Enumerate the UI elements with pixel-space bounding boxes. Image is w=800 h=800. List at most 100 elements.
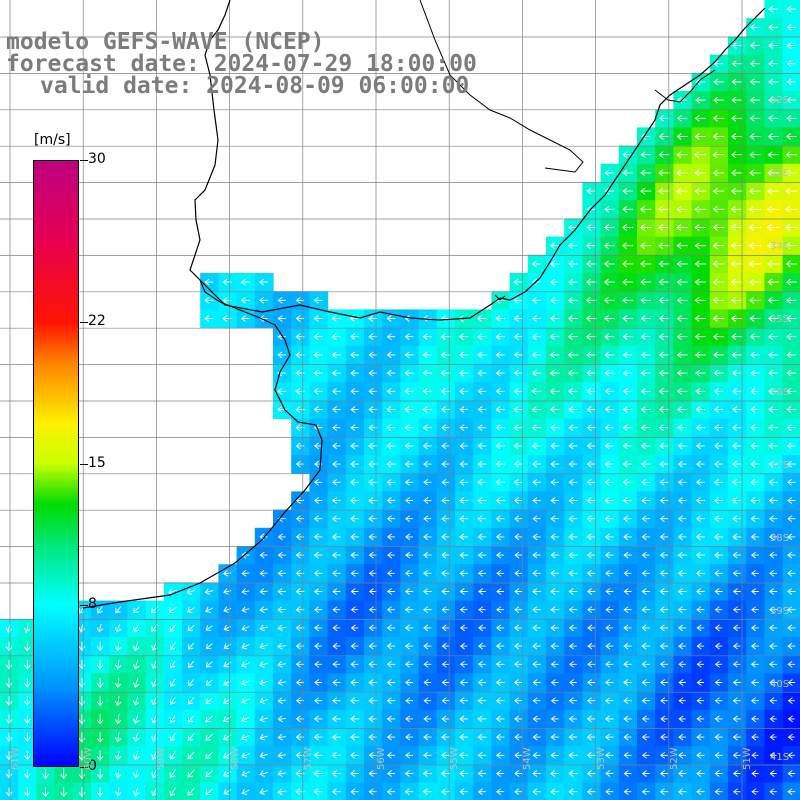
wind-arrow bbox=[114, 732, 122, 743]
wind-arrow bbox=[749, 187, 761, 195]
wind-arrow bbox=[569, 679, 577, 686]
wind-arrow bbox=[732, 642, 741, 650]
wind-arrow bbox=[495, 497, 505, 504]
wind-arrow bbox=[169, 769, 176, 779]
wind-arrow bbox=[659, 606, 669, 614]
wind-arrow bbox=[332, 660, 341, 668]
wind-arrow bbox=[751, 715, 759, 723]
wind-arrow bbox=[404, 460, 414, 468]
wind-arrow bbox=[169, 642, 176, 651]
wind-arrow bbox=[477, 533, 487, 541]
wind-arrow bbox=[750, 387, 760, 395]
wind-arrow bbox=[331, 715, 341, 723]
wind-arrow bbox=[205, 697, 213, 705]
wind-arrow bbox=[350, 697, 359, 705]
wind-arrow bbox=[713, 96, 724, 104]
wind-arrow bbox=[477, 733, 487, 741]
wind-arrow bbox=[386, 733, 395, 741]
wind-arrow bbox=[623, 533, 632, 541]
wind-arrow bbox=[658, 406, 670, 413]
wind-arrow bbox=[712, 278, 725, 286]
wind-arrow bbox=[785, 224, 798, 231]
wind-arrow bbox=[641, 533, 650, 541]
wind-arrow bbox=[712, 151, 725, 159]
wind-arrow bbox=[768, 497, 778, 504]
wind-arrow bbox=[441, 751, 450, 759]
wind-arrow bbox=[786, 424, 797, 432]
wind-arrow bbox=[623, 588, 632, 595]
wind-arrow bbox=[240, 278, 250, 286]
wind-arrow bbox=[422, 770, 432, 777]
coastline bbox=[494, 294, 506, 301]
wind-arrow bbox=[532, 788, 541, 796]
wind-arrow bbox=[696, 679, 704, 686]
wind-arrow bbox=[495, 515, 505, 523]
wind-arrow bbox=[622, 169, 633, 177]
wind-arrow bbox=[605, 569, 614, 577]
wind-arrow bbox=[441, 515, 450, 523]
wind-arrow bbox=[277, 788, 287, 796]
wind-arrow bbox=[405, 697, 414, 705]
wind-arrow bbox=[387, 569, 395, 577]
wind-arrow bbox=[331, 497, 341, 504]
wind-arrow bbox=[459, 551, 469, 559]
wind-arrow bbox=[677, 497, 687, 504]
wind-arrow bbox=[331, 351, 341, 359]
wind-arrow bbox=[586, 751, 596, 759]
wind-arrow bbox=[5, 677, 13, 688]
wind-arrow bbox=[640, 333, 651, 341]
wind-arrow bbox=[787, 533, 796, 541]
wind-arrow bbox=[676, 260, 688, 268]
wind-arrow bbox=[659, 788, 669, 796]
wind-arrow bbox=[676, 333, 688, 341]
wind-arrow bbox=[332, 679, 341, 686]
wind-arrow bbox=[96, 695, 104, 707]
wind-arrow bbox=[549, 333, 560, 341]
wind-arrow bbox=[495, 533, 505, 541]
wind-arrow bbox=[658, 315, 670, 322]
wind-arrow bbox=[569, 660, 577, 668]
wind-arrow bbox=[732, 387, 742, 395]
wind-arrow bbox=[622, 442, 633, 450]
wind-arrow bbox=[386, 333, 396, 341]
longitude-label: 61W bbox=[10, 747, 21, 770]
wind-arrow bbox=[787, 624, 796, 632]
wind-arrow bbox=[658, 260, 670, 268]
wind-arrow bbox=[785, 242, 798, 250]
wind-arrow bbox=[386, 751, 395, 759]
wind-arrow bbox=[514, 551, 523, 559]
wind-arrow bbox=[586, 187, 597, 195]
chart-title: modelo GEFS-WAVE (NCEP) bbox=[6, 29, 325, 55]
wind-arrow bbox=[712, 205, 725, 213]
wind-arrow bbox=[514, 588, 523, 595]
wind-arrow bbox=[568, 406, 578, 413]
wind-arrow bbox=[660, 697, 668, 705]
wind-arrow bbox=[241, 606, 250, 613]
colorbar-tick-label: 15 bbox=[88, 454, 106, 471]
wind-arrow bbox=[639, 224, 652, 231]
latitude-label: 41S bbox=[770, 752, 790, 763]
wind-arrow bbox=[459, 387, 469, 395]
wind-arrow bbox=[786, 60, 797, 68]
wind-arrow bbox=[750, 533, 760, 541]
wind-arrow bbox=[787, 697, 795, 705]
wind-arrow bbox=[277, 733, 286, 741]
wind-arrow bbox=[695, 497, 705, 504]
wind-arrow bbox=[350, 460, 359, 468]
wind-arrow bbox=[587, 660, 596, 668]
wind-arrow bbox=[477, 679, 487, 686]
wind-arrow bbox=[495, 442, 505, 450]
wind-arrow bbox=[350, 551, 359, 559]
wind-arrow bbox=[531, 278, 542, 286]
wind-arrow bbox=[640, 387, 651, 395]
wind-arrow bbox=[786, 333, 797, 341]
wind-arrow bbox=[423, 715, 432, 723]
wind-arrow bbox=[712, 187, 725, 195]
wind-arrow bbox=[787, 715, 795, 723]
wind-arrow bbox=[405, 497, 414, 504]
wind-arrow bbox=[641, 588, 650, 595]
wind-arrow bbox=[277, 751, 287, 759]
wind-arrow bbox=[514, 770, 523, 777]
wind-arrow bbox=[531, 406, 542, 413]
wind-arrow bbox=[151, 641, 158, 651]
